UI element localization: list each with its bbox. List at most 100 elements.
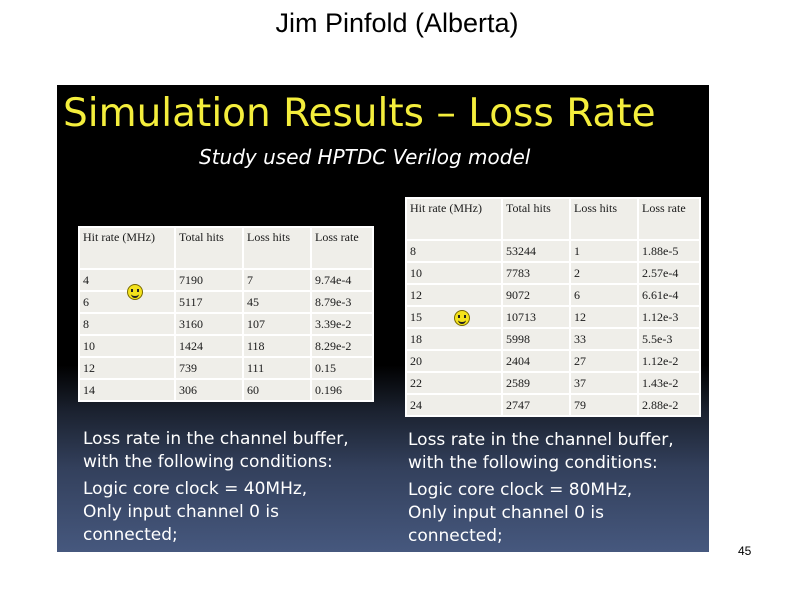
table-cell: 8 [407, 241, 501, 261]
slide-image: Simulation Results – Loss Rate Study use… [57, 85, 709, 552]
note-line: with the following conditions: [83, 452, 333, 472]
table-cell: 107 [244, 314, 310, 334]
table-cell: 10713 [503, 307, 569, 327]
note-line: Only input channel 0 is [408, 503, 604, 523]
table-row: 18 5998 33 5.5e-3 [407, 329, 699, 349]
slide-subtitle: Study used HPTDC Verilog model [199, 145, 531, 169]
table-cell: 8.79e-3 [312, 292, 372, 312]
table-row: 15 10713 12 1.12e-3 [407, 307, 699, 327]
table-row: 14 306 60 0.196 [80, 380, 372, 400]
table-row: 4 7190 7 9.74e-4 [80, 270, 372, 290]
table-cell: 12 [407, 285, 501, 305]
page-number: 45 [738, 544, 752, 558]
table-cell: 22 [407, 373, 501, 393]
column-header: Total hits [176, 228, 242, 268]
column-header: Loss rate [312, 228, 372, 268]
table-row: 10 7783 2 2.57e-4 [407, 263, 699, 283]
table-cell: 45 [244, 292, 310, 312]
column-header: Total hits [503, 199, 569, 239]
table-header-row: Hit rate (MHz) Total hits Loss hits Loss… [80, 228, 372, 268]
table-cell: 1.12e-2 [639, 351, 699, 371]
page-title: Jim Pinfold (Alberta) [275, 8, 519, 38]
table-cell: 10 [80, 336, 174, 356]
table-row: 6 5117 45 8.79e-3 [80, 292, 372, 312]
table-cell: 10 [407, 263, 501, 283]
table-cell: 14 [80, 380, 174, 400]
table-cell: 2 [571, 263, 637, 283]
slide-title: Simulation Results – Loss Rate [63, 91, 656, 136]
table-cell: 53244 [503, 241, 569, 261]
table-cell: 27 [571, 351, 637, 371]
table-cell: 2589 [503, 373, 569, 393]
column-header: Loss hits [244, 228, 310, 268]
table-cell: 3.39e-2 [312, 314, 372, 334]
table-cell: 0.15 [312, 358, 372, 378]
table-row: 8 53244 1 1.88e-5 [407, 241, 699, 261]
table-cell: 5.5e-3 [639, 329, 699, 349]
table-row: 22 2589 37 1.43e-2 [407, 373, 699, 393]
table-cell: 2.57e-4 [639, 263, 699, 283]
table-cell: 7 [244, 270, 310, 290]
table-cell: 24 [407, 395, 501, 415]
note-line: connected; [408, 526, 503, 546]
table-cell: 18 [407, 329, 501, 349]
table-cell: 2747 [503, 395, 569, 415]
table-cell: 5998 [503, 329, 569, 349]
table-cell: 79 [571, 395, 637, 415]
table-cell: 1.88e-5 [639, 241, 699, 261]
table-cell: 33 [571, 329, 637, 349]
note-line: Loss rate in the channel buffer, [83, 429, 349, 449]
table-cell: 0.196 [312, 380, 372, 400]
results-table-80mhz: Hit rate (MHz) Total hits Loss hits Loss… [405, 197, 701, 417]
table-cell: 7783 [503, 263, 569, 283]
table-header-row: Hit rate (MHz) Total hits Loss hits Loss… [407, 199, 699, 239]
table-cell: 12 [571, 307, 637, 327]
table-cell: 9.74e-4 [312, 270, 372, 290]
table-cell: 12 [80, 358, 174, 378]
table-cell: 6 [80, 292, 174, 312]
table-cell: 7190 [176, 270, 242, 290]
table-cell: 1424 [176, 336, 242, 356]
note-line: with the following conditions: [408, 453, 658, 473]
table-cell: 9072 [503, 285, 569, 305]
table-cell: 2.88e-2 [639, 395, 699, 415]
smiley-face-icon [454, 310, 470, 326]
table-cell: 111 [244, 358, 310, 378]
table-cell: 6 [571, 285, 637, 305]
column-header: Hit rate (MHz) [407, 199, 501, 239]
note-line: Logic core clock = 80MHz, [408, 480, 633, 500]
table-row: 12 739 111 0.15 [80, 358, 372, 378]
note-line: Logic core clock = 40MHz, [83, 479, 308, 499]
table-cell: 118 [244, 336, 310, 356]
table-cell: 1.12e-3 [639, 307, 699, 327]
table-cell: 37 [571, 373, 637, 393]
note-line: connected; [83, 525, 178, 545]
table-row: 12 9072 6 6.61e-4 [407, 285, 699, 305]
table-row: 8 3160 107 3.39e-2 [80, 314, 372, 334]
table-row: 10 1424 118 8.29e-2 [80, 336, 372, 356]
note-line: Only input channel 0 is [83, 502, 279, 522]
table-cell: 6.61e-4 [639, 285, 699, 305]
table-cell: 8 [80, 314, 174, 334]
smiley-face-icon [127, 284, 143, 300]
note-40mhz: Loss rate in the channel buffer, with th… [83, 428, 349, 547]
column-header: Hit rate (MHz) [80, 228, 174, 268]
column-header: Loss rate [639, 199, 699, 239]
results-table-40mhz: Hit rate (MHz) Total hits Loss hits Loss… [78, 226, 374, 402]
table-cell: 3160 [176, 314, 242, 334]
table-cell: 306 [176, 380, 242, 400]
table-cell: 1.43e-2 [639, 373, 699, 393]
column-header: Loss hits [571, 199, 637, 239]
table-row: 24 2747 79 2.88e-2 [407, 395, 699, 415]
table-cell: 20 [407, 351, 501, 371]
note-80mhz: Loss rate in the channel buffer, with th… [408, 429, 674, 548]
table-cell: 1 [571, 241, 637, 261]
table-cell: 60 [244, 380, 310, 400]
table-row: 20 2404 27 1.12e-2 [407, 351, 699, 371]
table-cell: 2404 [503, 351, 569, 371]
table-cell: 8.29e-2 [312, 336, 372, 356]
table-cell: 5117 [176, 292, 242, 312]
table-cell: 739 [176, 358, 242, 378]
table-cell: 4 [80, 270, 174, 290]
note-line: Loss rate in the channel buffer, [408, 430, 674, 450]
